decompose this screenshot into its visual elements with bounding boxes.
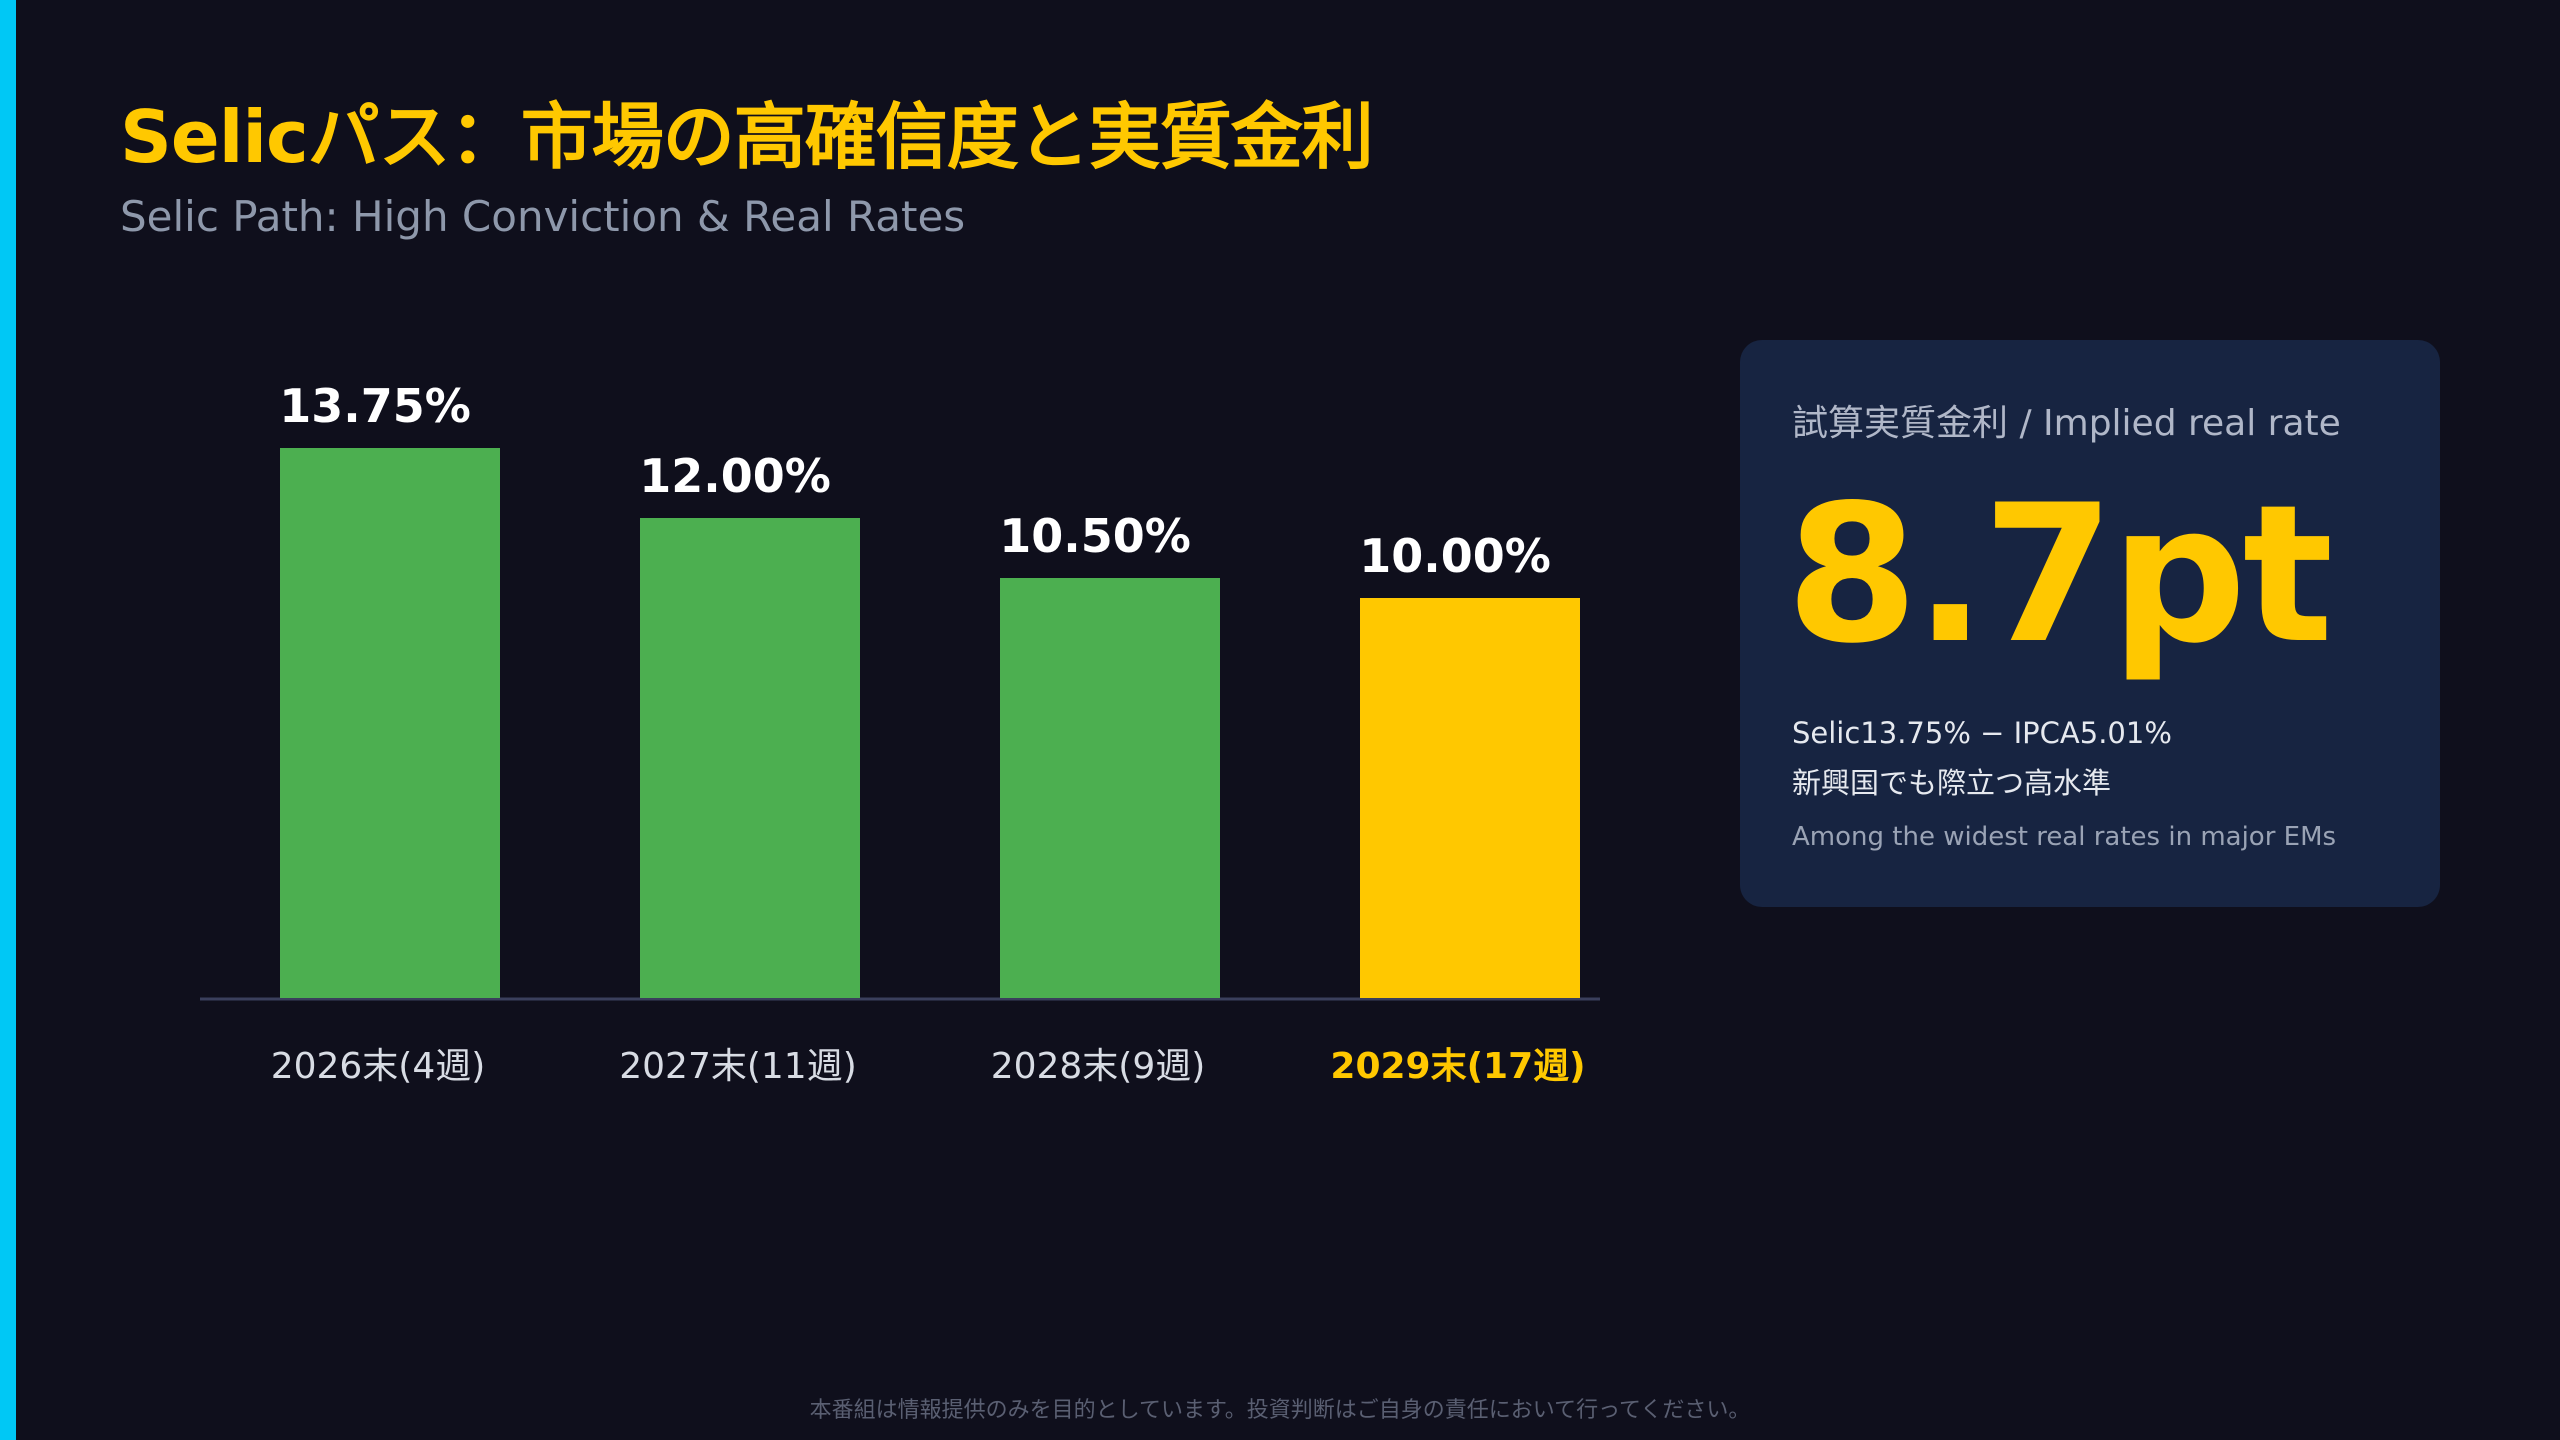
card-value: 8.7pt — [1786, 464, 2333, 685]
page-subtitle: Selic Path: High Conviction & Real Rates — [120, 192, 966, 241]
bar-3 — [1000, 578, 1220, 998]
card-note-formula: Selic13.75% − IPCA5.01% — [1792, 716, 2172, 750]
category-label-2: 2027末(11週) — [619, 1046, 857, 1087]
card-note-en: Among the widest real rates in major EMs — [1792, 822, 2337, 852]
accent-bar — [0, 0, 16, 1440]
page-title: Selicパス：市場の高確信度と実質金利 — [120, 95, 1374, 179]
card-label: 試算実質金利 / Implied real rate — [1792, 403, 2341, 444]
category-label-1: 2026末(4週) — [271, 1046, 486, 1087]
real-rate-card: 試算実質金利 / Implied real rate 8.7pt Selic13… — [1740, 340, 2440, 907]
data-label-2: 12.00% — [639, 449, 831, 503]
data-label-4: 10.00% — [1359, 529, 1551, 583]
selic-bar-chart: 13.75% 2026末(4週) 12.00% 2027末(11週) 10.50% 202… — [200, 379, 1600, 1087]
disclaimer: 本番組は情報提供のみを目的としています。投資判断はご自身の責任において行ってくだ… — [809, 1398, 1751, 1423]
bar-2 — [640, 518, 860, 998]
bar-4 — [1360, 598, 1580, 998]
category-label-4: 2029末(17週) — [1330, 1046, 1585, 1087]
card-note-jp: 新興国でも際立つ高水準 — [1792, 766, 2112, 800]
data-label-1: 13.75% — [279, 379, 471, 433]
bar-1 — [280, 448, 500, 998]
data-label-3: 10.50% — [999, 509, 1191, 563]
category-label-3: 2028末(9週) — [991, 1046, 1206, 1087]
